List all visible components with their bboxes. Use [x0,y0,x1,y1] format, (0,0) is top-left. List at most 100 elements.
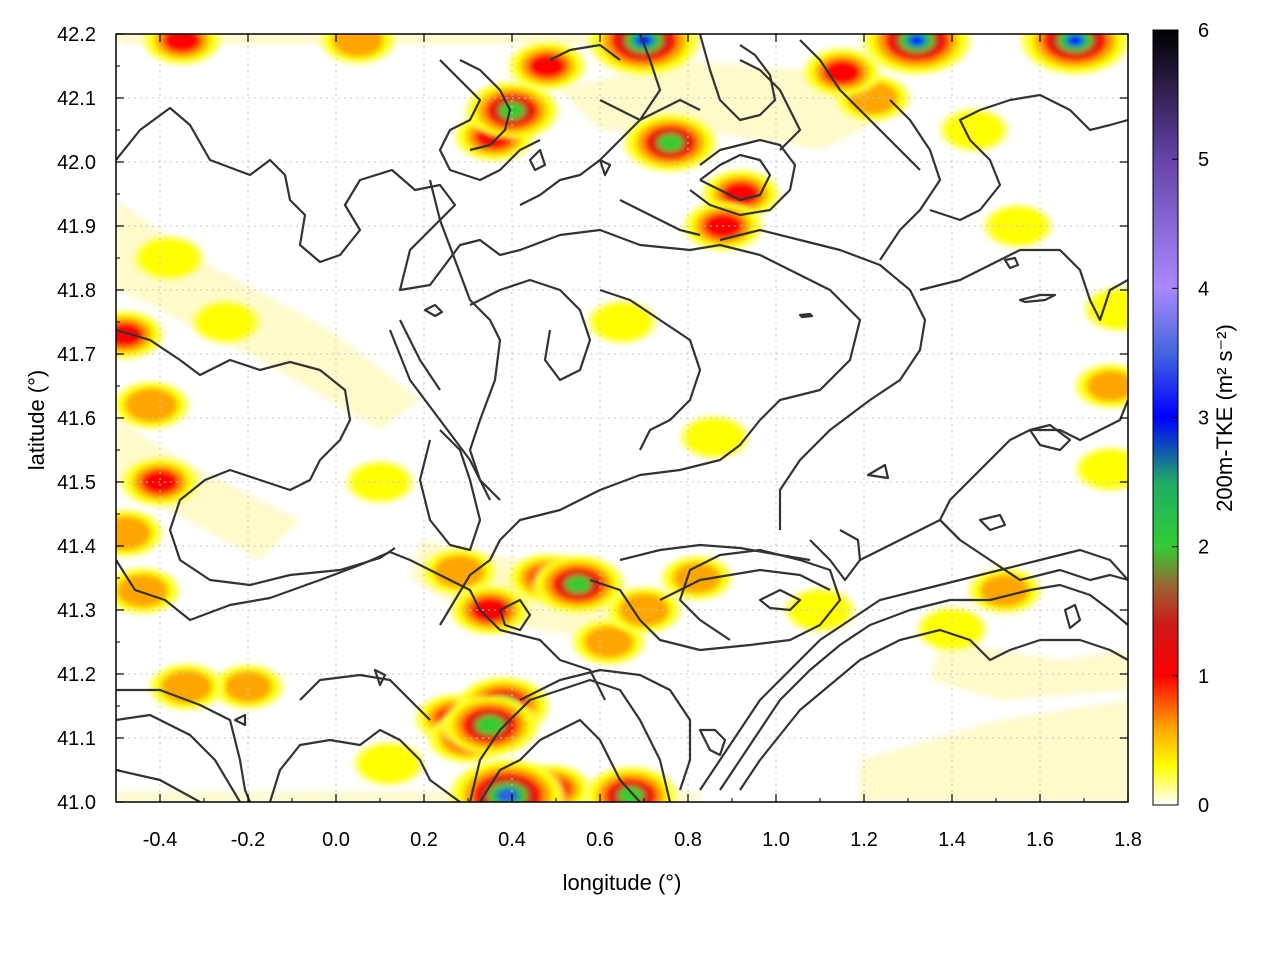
contour-line [388,329,491,501]
tke-hotspot [862,34,972,74]
x-tick-label: 1.4 [938,829,966,851]
tke-hotspot [133,236,204,280]
plot-area: -0.4 -0.2 0.0 0.2 0.4 0.6 0.8 1.0 1.2 1.4 1.6 1.8 4… [24,24,1142,895]
contour-line [116,768,201,802]
tke-level-ring [527,53,567,79]
y-tick-label: 41.5 [57,472,96,494]
contour-line [459,59,512,152]
x-tick-label: 1.6 [1026,829,1054,851]
tke-level-ring [433,554,485,589]
x-tick-label: 1.8 [1114,829,1142,851]
tke-level-ring [1067,35,1084,46]
tke-hotspot [531,555,625,614]
tke-hotspot [465,82,559,140]
tke-hotspot [572,619,646,665]
contour-line [919,248,1128,322]
x-tick-label: 0.8 [674,829,702,851]
contour-line [299,673,431,721]
contour-line [799,39,921,171]
tke-level-ring [358,743,420,784]
contour-line [268,728,461,802]
x-tick-label: -0.2 [231,829,265,851]
tke-hotspot [1020,34,1128,74]
tke-level-ring [657,134,684,152]
y-tick-label: 41.7 [57,344,96,366]
tke-hotspot [803,48,881,97]
y-tick-label: 41.3 [57,600,96,622]
tke-level-ring [592,302,652,342]
tke-level-ring [138,238,200,278]
tke-hotspots [116,34,1128,802]
tke-low-band [930,640,1128,700]
contour-line [468,678,672,802]
contour-line [116,688,252,802]
tke-level-ring [501,791,514,800]
contour-line [599,288,702,451]
contour-line [399,319,441,391]
contour-line [1003,256,1020,270]
contour-line [699,153,772,202]
tke-low-band [116,420,300,560]
tke-level-ring [196,302,256,342]
colorbar-tick-label: 1 [1198,666,1209,688]
tke-hotspot [1075,447,1128,491]
contour-line [619,543,811,562]
colorbar-tick-label: 5 [1198,149,1209,171]
x-tick-label: 0.2 [410,829,438,851]
tke-field [116,34,1128,802]
tke-hotspot [449,759,567,802]
contour-line [519,34,662,206]
contour-line [719,228,927,530]
tke-hotspot [116,310,164,359]
contour-line [519,668,692,791]
contour-line [598,158,612,177]
y-tick-label: 42.0 [57,152,96,174]
y-tick-label: 41.0 [57,792,96,814]
contour-line [689,138,797,217]
tke-hotspot [116,381,190,429]
contour-line [116,106,862,626]
tke-level-ring [116,516,151,551]
tke-level-ring [684,417,744,457]
tke-level-ring [224,671,272,703]
contour-line [528,148,547,172]
contour-line [599,98,701,122]
y-tick-label: 41.9 [57,216,96,238]
x-tick-label: 0.4 [498,829,526,851]
y-tick-label: 42.1 [57,88,96,110]
tke-level-ring [160,670,212,704]
tke-hotspot [680,416,749,459]
contour-line [859,518,1128,582]
tke-hotspot [212,664,284,709]
x-tick-label: 1.2 [850,829,878,851]
contour-line [589,548,842,652]
tke-hotspot [191,300,261,344]
terrain-contours [116,34,1128,802]
contour-line [938,399,1128,541]
tke-level-ring [116,574,168,608]
tke-level-ring [499,102,525,120]
tke-level-ring [1086,370,1128,402]
x-tick-label: 1.0 [762,829,790,851]
contour-line [879,99,942,261]
y-axis: 41.0 41.1 41.2 41.3 41.4 41.5 41.6 41.7 41.8 41.9… [57,24,1128,814]
contour-line [469,278,592,382]
x-axis-title: longitude (°) [563,870,682,895]
contour-line [438,59,541,182]
contour-line [866,463,890,480]
tke-hotspot [1074,363,1128,409]
contour-line [929,93,1128,222]
contour-line [428,179,502,501]
contour-line [758,588,802,612]
contour-line [659,568,831,601]
contour-line [479,718,641,802]
tke-level-ring [1088,289,1128,330]
contour-line [233,713,247,727]
tke-level-ring [332,34,384,58]
contour-line [373,668,387,687]
contour-line [719,583,1128,791]
contour-line [116,328,396,587]
tke-hotspot [320,34,396,64]
x-tick-label: 0.0 [322,829,350,851]
grid [116,34,1128,802]
